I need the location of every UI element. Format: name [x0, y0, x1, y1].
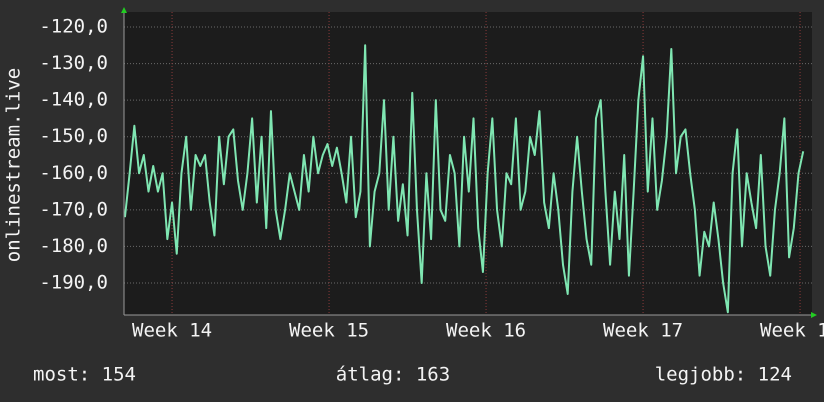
- y-tick-label: -140,0: [39, 89, 108, 111]
- y-tick-label: -190,0: [39, 271, 108, 293]
- x-tick-label: Week 15: [289, 320, 369, 342]
- plot: [123, 44, 805, 314]
- plot-area: [124, 12, 812, 315]
- stat-best: legjobb: 124: [655, 364, 792, 386]
- y-tick-label: -120,0: [39, 15, 108, 37]
- y-arrow: [121, 7, 127, 13]
- stat-current: most: 154: [33, 364, 136, 386]
- data-line: [123, 44, 805, 314]
- x-arrow: [811, 312, 817, 318]
- y-tick-label: -130,0: [39, 52, 108, 74]
- x-tick-label: Week 16: [446, 320, 526, 342]
- y-tick-label: -160,0: [39, 162, 108, 184]
- stat-average: átlag: 163: [336, 364, 450, 386]
- grid: [124, 12, 812, 315]
- y-axis-label: onlinestream.live: [3, 68, 25, 262]
- x-tick-label: Week 17: [603, 320, 683, 342]
- y-tick-label: -180,0: [39, 235, 108, 257]
- x-tick-label: Week 14: [132, 320, 212, 342]
- y-tick-label: -150,0: [39, 125, 108, 147]
- x-tick-label: Week 18: [760, 320, 824, 342]
- y-tick-label: -170,0: [39, 198, 108, 220]
